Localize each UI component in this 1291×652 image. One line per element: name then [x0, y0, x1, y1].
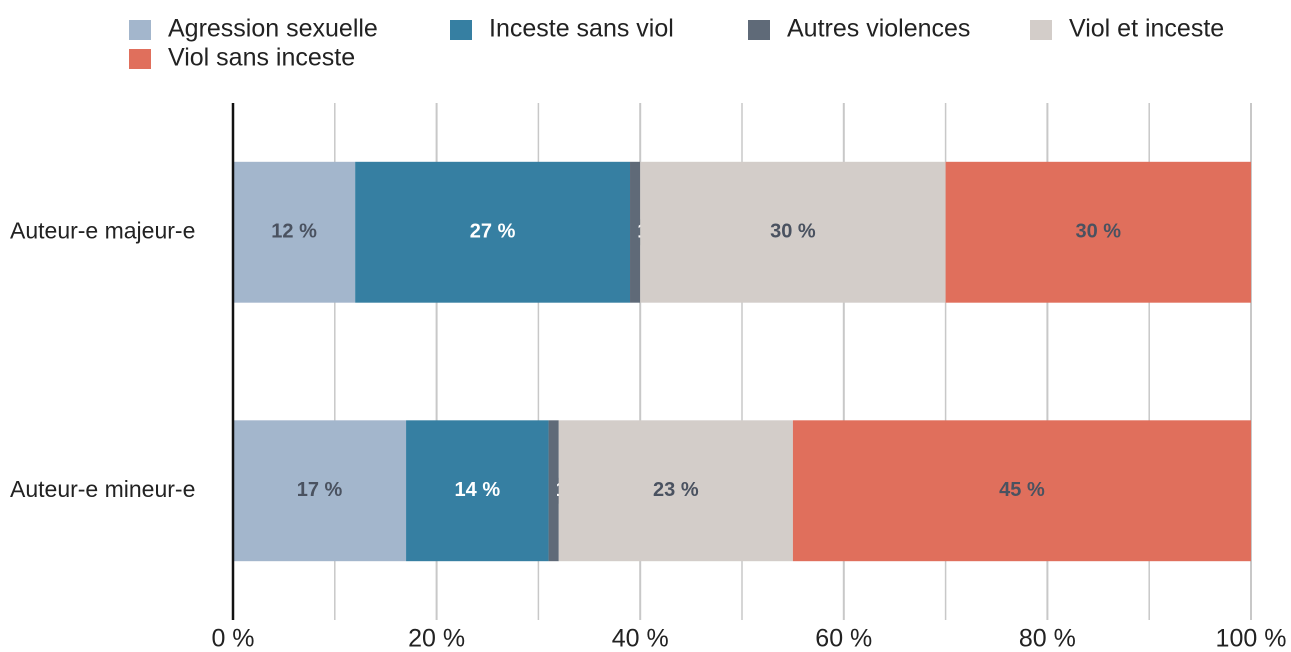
- bar-segment: [558, 420, 793, 562]
- bar-segment: [630, 161, 641, 303]
- legend-swatch: [748, 20, 770, 40]
- x-tick-label: 20 %: [408, 625, 465, 652]
- bar-segment: [233, 161, 356, 303]
- x-tick-label: 0 %: [211, 625, 254, 652]
- legend-label: Autres violences: [787, 15, 970, 43]
- bar-segment: [945, 161, 1251, 303]
- legend-swatch: [450, 20, 472, 40]
- value-label: 17 %: [297, 479, 343, 501]
- legend-label: Agression sexuelle: [168, 15, 378, 43]
- legend-label: Inceste sans viol: [489, 15, 674, 43]
- legend-swatch: [129, 49, 151, 69]
- value-label: 23 %: [653, 479, 699, 501]
- legend-label: Viol et inceste: [1069, 15, 1224, 43]
- value-label: 27 %: [470, 221, 516, 243]
- x-tick-label: 40 %: [612, 625, 669, 652]
- bar-segment: [233, 420, 407, 562]
- value-label: 14 %: [455, 479, 501, 501]
- value-label: 30 %: [770, 221, 816, 243]
- value-label: 45 %: [999, 479, 1045, 501]
- legend-swatch: [1030, 20, 1052, 40]
- bar-segment: [640, 161, 946, 303]
- y-tick-label: Auteur-e mineur-e: [10, 476, 195, 502]
- x-tick-label: 60 %: [815, 625, 872, 652]
- y-tick-label: Auteur-e majeur-e: [10, 217, 195, 243]
- bar-segment: [355, 161, 631, 303]
- legend-label: Viol sans inceste: [168, 44, 355, 72]
- bar-segment: [792, 420, 1251, 562]
- value-label: 12 %: [271, 221, 317, 243]
- bar-segment: [548, 420, 559, 562]
- x-tick-label: 80 %: [1019, 625, 1076, 652]
- legend-swatch: [129, 20, 151, 40]
- x-tick-label: 100 %: [1216, 625, 1287, 652]
- bar-segment: [406, 420, 549, 562]
- value-label: 30 %: [1076, 221, 1122, 243]
